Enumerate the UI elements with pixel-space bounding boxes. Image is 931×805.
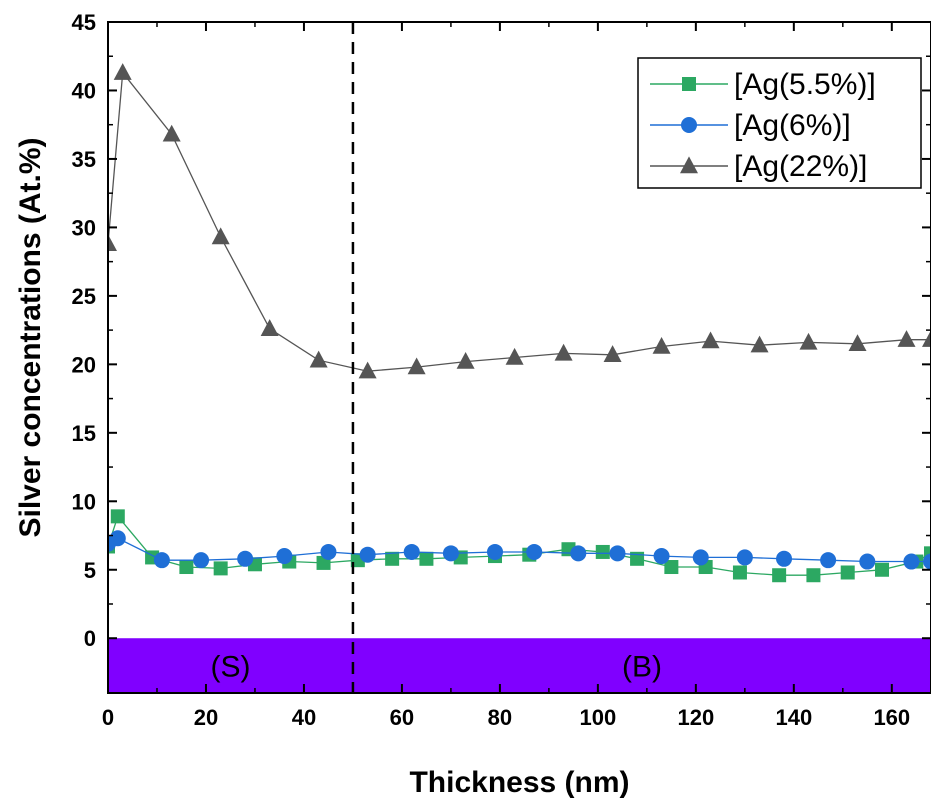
series-2-point-16 [848, 334, 867, 352]
series-2-point-12 [652, 336, 671, 354]
series-0-point-23 [875, 562, 890, 577]
band-label-1: (B) [622, 651, 662, 684]
x-axis-title: Thickness (nm) [409, 766, 629, 799]
series-2-point-13 [701, 331, 720, 349]
series-2-point-5 [309, 350, 328, 368]
series-1-point-9 [442, 545, 459, 562]
substrate-band-layer: (S) (B) [108, 638, 931, 693]
x-tick-label-6: 120 [677, 705, 714, 730]
legend-label-2: [Ag(22%)] [734, 150, 867, 183]
series-1-point-15 [692, 549, 709, 566]
x-tick-label-7: 140 [775, 705, 812, 730]
series-1-point-1 [109, 530, 126, 547]
y-tick-label-4: 20 [72, 352, 96, 377]
series-2 [108, 63, 931, 379]
series-1-point-21 [923, 553, 931, 570]
series-2-point-1 [113, 63, 132, 80]
x-tick-label-4: 80 [488, 705, 512, 730]
series-1-point-7 [359, 546, 376, 563]
series-line-0 [108, 514, 931, 576]
y-axis-title: Silver concentrations (At.%) [14, 137, 47, 537]
series-1 [108, 530, 931, 570]
series-1-point-20 [903, 553, 920, 570]
series-0-point-25 [924, 546, 931, 561]
x-tick-label-8: 160 [873, 705, 910, 730]
y-tick-label-3: 15 [72, 421, 96, 446]
x-tick-label-1: 20 [194, 705, 218, 730]
legend: [Ag(5.5%)] [Ag(6%)] [Ag(22%)] [637, 57, 922, 189]
legend-marker-2 [680, 156, 698, 174]
y-tick-label-9: 45 [72, 10, 96, 35]
series-0-point-22 [840, 565, 855, 580]
x-tick-label-3: 60 [390, 705, 414, 730]
series-0-point-19 [732, 565, 747, 580]
x-tick-label-0: 0 [102, 705, 114, 730]
series-0-point-17 [664, 560, 679, 575]
series-1-point-17 [776, 550, 793, 567]
legend-label-0: [Ag(5.5%)] [734, 68, 876, 101]
series-1-point-3 [193, 552, 210, 569]
series-0-point-21 [806, 568, 821, 583]
series-2-point-15 [799, 332, 818, 350]
series-0-point-10 [419, 551, 434, 566]
y-tick-label-8: 40 [72, 78, 96, 103]
series-1-point-19 [859, 553, 876, 570]
series-2-point-8 [456, 352, 475, 369]
legend-marker-1 [681, 117, 697, 133]
y-tick-label-1: 5 [84, 558, 96, 583]
series-1-point-2 [153, 552, 170, 569]
series-2-point-2 [162, 124, 181, 142]
series-0-point-9 [385, 551, 400, 566]
x-tick-label-5: 100 [580, 705, 617, 730]
band-label-0: (S) [210, 651, 250, 684]
series-1-point-5 [276, 548, 293, 565]
series-1-point-18 [820, 552, 837, 569]
series-1-point-14 [653, 548, 670, 565]
series-2-point-0 [108, 234, 117, 252]
series-0 [108, 509, 931, 583]
axis-layer: 0 20 40 60 80 100 120 140 160 0 5 10 15 20 25 30 35 40 45 [72, 10, 931, 730]
series-2-point-4 [260, 319, 279, 336]
series-2-point-17 [897, 330, 916, 347]
series-1-point-6 [320, 543, 337, 560]
series-2-point-6 [358, 361, 377, 379]
y-tick-label-6: 30 [72, 215, 96, 240]
series-1-point-8 [403, 543, 420, 560]
series-2-point-9 [505, 347, 524, 365]
series-1-point-12 [570, 545, 587, 562]
series-2-point-11 [603, 345, 622, 362]
series-1-point-16 [736, 549, 753, 566]
series-0-point-15 [595, 544, 610, 559]
legend-label-1: [Ag(6%)] [734, 109, 851, 142]
y-tick-label-5: 25 [72, 284, 96, 309]
y-tick-label-0: 0 [84, 626, 96, 651]
y-tick-label-2: 10 [72, 489, 96, 514]
series-0-point-3 [179, 560, 194, 575]
series-2-point-3 [211, 227, 230, 245]
series-0-point-20 [772, 568, 787, 583]
series-0-point-4 [213, 561, 228, 576]
substrate-band [108, 638, 931, 693]
series-2-point-10 [554, 343, 573, 361]
y-tick-label-7: 35 [72, 147, 96, 172]
series-line-1 [108, 537, 931, 563]
x-tick-label-2: 40 [292, 705, 316, 730]
series-1-point-4 [237, 550, 254, 567]
series-2-point-7 [407, 357, 426, 375]
series-1-point-13 [609, 545, 626, 562]
series-2-point-14 [750, 335, 769, 353]
series-1-point-11 [526, 543, 543, 560]
series-layer [108, 63, 931, 583]
series-0-point-1 [110, 509, 125, 524]
series-1-point-10 [487, 543, 504, 560]
legend-marker-0 [682, 77, 696, 91]
plot-frame [107, 21, 931, 694]
series-2-point-18 [922, 330, 931, 347]
